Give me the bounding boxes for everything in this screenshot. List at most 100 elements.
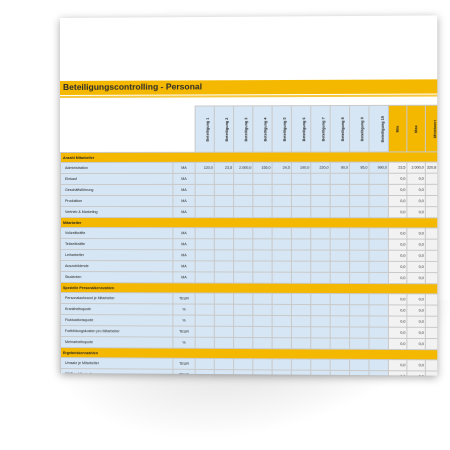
data-cell[interactable] [349,250,369,262]
data-cell[interactable] [272,206,292,218]
data-cell[interactable] [349,359,369,371]
data-cell[interactable] [272,249,292,262]
data-cell[interactable] [252,249,273,262]
data-cell[interactable] [195,315,215,327]
data-cell[interactable] [214,238,234,250]
data-cell[interactable] [330,184,350,196]
data-cell[interactable] [330,370,350,376]
data-cell[interactable] [349,272,369,284]
data-cell[interactable] [291,326,311,338]
data-cell[interactable] [368,250,389,262]
data-cell[interactable] [368,239,389,251]
data-cell[interactable] [195,238,215,250]
data-cell[interactable] [252,206,273,218]
data-cell[interactable] [233,249,253,261]
data-cell[interactable] [349,293,369,305]
data-cell[interactable] [252,326,273,338]
data-cell[interactable] [272,227,292,239]
data-cell[interactable] [195,293,215,305]
data-cell[interactable]: 2.000,0 [233,162,253,174]
data-cell[interactable] [252,173,273,185]
data-cell[interactable] [233,227,253,239]
data-cell[interactable]: 90,0 [330,162,350,174]
data-cell[interactable] [349,206,369,218]
data-cell[interactable] [291,249,311,262]
data-cell[interactable] [349,261,369,273]
data-cell[interactable] [330,238,350,251]
data-cell[interactable] [291,206,311,218]
data-cell[interactable] [349,304,369,316]
data-cell[interactable] [291,272,311,284]
data-cell[interactable] [368,338,389,350]
data-cell[interactable] [368,315,389,328]
data-cell[interactable] [272,358,292,371]
data-cell[interactable] [252,238,273,250]
data-cell[interactable] [233,272,253,284]
data-cell[interactable] [291,315,311,327]
data-cell[interactable] [330,206,350,218]
data-cell[interactable] [349,195,369,207]
data-cell[interactable] [291,261,311,273]
data-cell[interactable] [330,304,350,316]
data-cell[interactable] [310,272,331,284]
data-cell[interactable] [368,261,389,273]
data-cell[interactable] [310,293,331,305]
data-cell[interactable] [195,260,215,272]
data-cell[interactable] [252,337,273,349]
data-cell[interactable] [291,337,311,349]
data-cell[interactable] [368,327,389,339]
data-cell[interactable] [310,184,331,196]
data-cell[interactable] [195,195,215,207]
data-cell[interactable] [330,173,350,185]
data-cell[interactable] [252,227,273,239]
data-cell[interactable] [233,173,253,185]
data-cell[interactable] [368,227,389,240]
data-cell[interactable]: 120,0 [195,162,215,174]
data-cell[interactable] [252,195,273,207]
data-cell[interactable] [349,227,369,240]
data-cell[interactable] [214,271,234,284]
data-cell[interactable] [214,304,234,316]
data-cell[interactable] [330,272,350,284]
data-cell[interactable] [368,173,389,185]
data-cell[interactable] [368,184,389,196]
data-cell[interactable] [330,293,350,305]
data-cell[interactable] [233,238,253,250]
data-cell[interactable] [252,315,273,327]
data-cell[interactable] [272,304,292,316]
data-cell[interactable] [330,359,350,371]
data-cell[interactable] [310,238,331,251]
data-cell[interactable] [233,304,253,316]
data-cell[interactable] [214,358,234,370]
data-cell[interactable] [252,304,273,316]
data-cell[interactable] [195,227,215,239]
data-cell[interactable] [233,260,253,273]
data-cell[interactable] [310,227,331,239]
data-cell[interactable] [272,272,292,284]
data-cell[interactable] [233,337,253,349]
data-cell[interactable] [233,293,253,305]
data-cell[interactable] [272,315,292,327]
data-cell[interactable] [291,184,311,196]
data-cell[interactable] [272,173,292,185]
data-cell[interactable] [214,337,234,349]
data-cell[interactable] [310,206,331,218]
data-cell[interactable]: 155,0 [252,162,273,174]
data-cell[interactable] [272,261,292,273]
data-cell[interactable] [349,238,369,251]
data-cell[interactable] [195,206,215,218]
data-cell[interactable] [272,337,292,349]
data-cell[interactable] [291,195,311,207]
data-cell[interactable] [291,304,311,316]
data-cell[interactable] [233,315,253,327]
data-cell[interactable] [291,293,311,305]
data-cell[interactable] [368,272,389,284]
data-cell[interactable]: 23,5 [214,162,234,174]
data-cell[interactable] [291,358,311,371]
data-cell[interactable] [233,326,253,338]
data-cell[interactable]: 24,5 [272,162,292,174]
data-cell[interactable] [272,326,292,338]
data-cell[interactable]: 990,0 [368,162,389,174]
data-cell[interactable] [349,315,369,328]
data-cell[interactable] [368,359,389,371]
